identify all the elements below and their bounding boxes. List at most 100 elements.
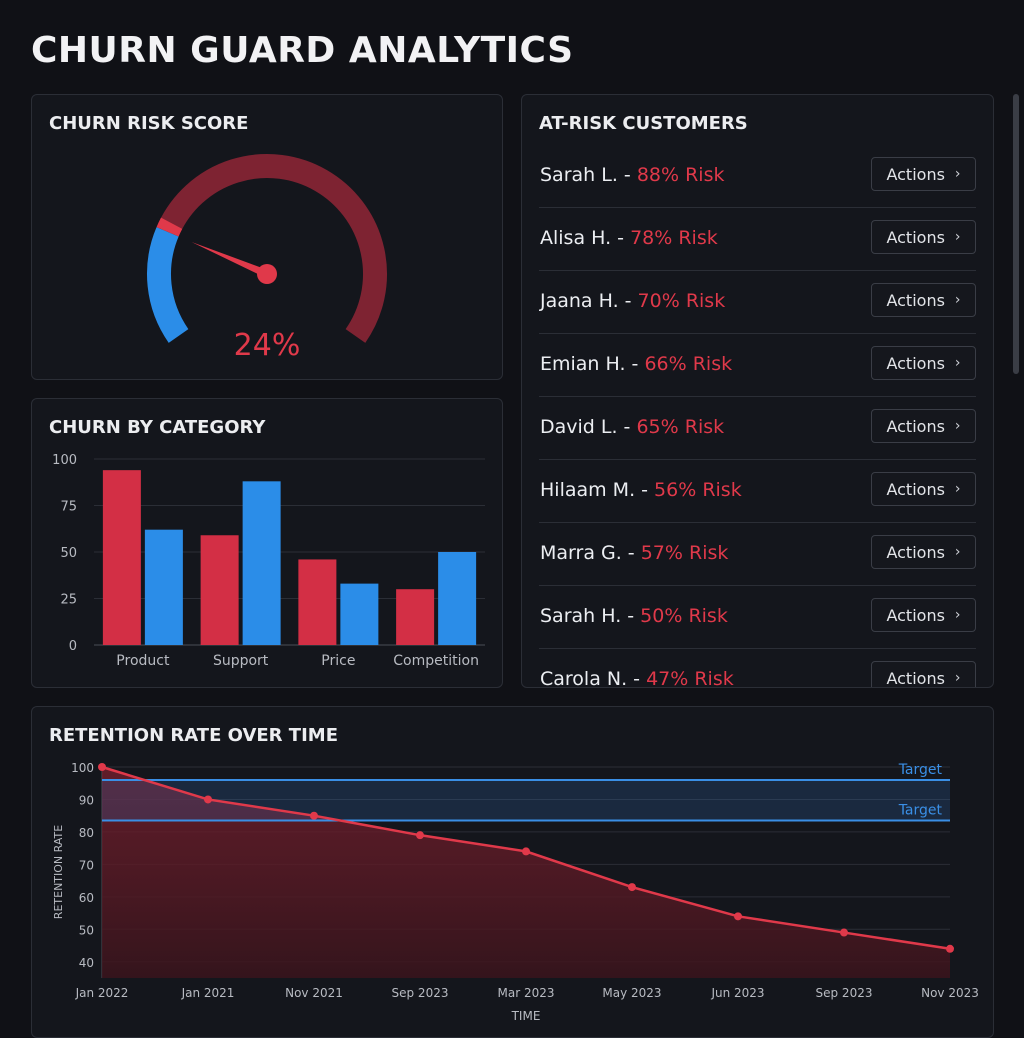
bar <box>438 552 477 645</box>
retention-title: RETENTION RATE OVER TIME <box>49 725 338 746</box>
target-band <box>102 779 950 821</box>
actions-button[interactable]: Actions › <box>871 283 976 317</box>
at-risk-customers-title: AT-RISK CUSTOMERS <box>539 113 748 134</box>
actions-button-label: Actions <box>886 227 945 247</box>
customer-label: David L. - 65% Risk <box>540 416 724 438</box>
customer-name: Hilaam M. - <box>540 479 655 501</box>
actions-button-label: Actions <box>886 164 945 184</box>
customer-risk: 50% Risk <box>640 605 728 627</box>
chevron-right-icon: › <box>954 670 961 686</box>
chevron-right-icon: › <box>954 607 961 623</box>
customer-row: Hilaam M. - 56% Risk Actions › <box>539 460 976 523</box>
gauge-value-arc <box>147 227 189 343</box>
customer-row: Sarah H. - 50% Risk Actions › <box>539 586 976 649</box>
bar <box>200 535 239 645</box>
x-tick-label: Jan 2022 <box>75 986 129 1000</box>
customer-row: Carola N. - 47% Risk Actions › <box>539 649 976 688</box>
x-axis-label: TIME <box>511 1009 541 1023</box>
y-tick-label: 0 <box>69 639 77 654</box>
customer-label: Jaana H. - 70% Risk <box>540 290 725 312</box>
retention-point <box>628 883 636 892</box>
retention-point <box>98 763 106 771</box>
customer-row: Emian H. - 66% Risk Actions › <box>539 334 976 397</box>
gauge-needle <box>191 241 269 278</box>
customer-risk: 47% Risk <box>646 668 734 688</box>
category-bar-chart: 0 25 50 75 100 Product Support Price Competition <box>52 453 485 669</box>
x-tick-label: Nov 2021 <box>285 986 343 1000</box>
y-tick-label: 80 <box>79 826 94 840</box>
retention-point <box>946 944 954 953</box>
churn-risk-title: CHURN RISK SCORE <box>49 113 249 134</box>
retention-point <box>840 928 848 937</box>
actions-button[interactable]: Actions › <box>871 661 976 688</box>
x-tick-label: Competition <box>393 653 479 669</box>
target-label: Target <box>898 803 943 819</box>
x-tick-label: Jun 2023 <box>710 986 764 1000</box>
actions-button-label: Actions <box>886 668 945 688</box>
customer-name: Jaana H. - <box>540 290 638 312</box>
x-tick-label: May 2023 <box>602 986 661 1000</box>
retention-panel: RETENTION RATE OVER TIME 40 50 60 70 80 90 100… <box>31 706 994 1038</box>
x-tick-label: Product <box>116 653 170 669</box>
chevron-right-icon: › <box>954 292 961 308</box>
target-label: Target <box>898 762 943 778</box>
actions-button-label: Actions <box>886 353 945 373</box>
gauge-chart: 24% <box>147 154 387 363</box>
chevron-right-icon: › <box>954 481 961 497</box>
churn-risk-panel: CHURN RISK SCORE 24% <box>31 94 503 380</box>
retention-point <box>416 831 424 840</box>
actions-button[interactable]: Actions › <box>871 220 976 254</box>
y-tick-label: 100 <box>52 453 77 468</box>
at-risk-customers-panel: AT-RISK CUSTOMERS Sarah L. - 88% Risk Act… <box>521 94 994 688</box>
y-tick-label: 40 <box>79 956 94 970</box>
x-tick-label: Sep 2023 <box>392 986 449 1000</box>
y-axis-label: RETENTION RATE <box>52 825 65 919</box>
customer-name: Marra G. - <box>540 542 641 564</box>
bar <box>396 589 435 645</box>
customer-name: Carola N. - <box>540 668 647 688</box>
customer-risk: 56% Risk <box>654 479 742 501</box>
actions-button-label: Actions <box>886 416 945 436</box>
actions-button[interactable]: Actions › <box>871 346 976 380</box>
y-tick-label: 100 <box>71 761 94 775</box>
actions-button[interactable]: Actions › <box>871 409 976 443</box>
customer-label: Sarah H. - 50% Risk <box>540 605 728 627</box>
customer-list: Sarah L. - 88% Risk Actions › Alisa H. - 78… <box>539 145 976 688</box>
gauge-track-arc <box>158 154 387 343</box>
page-scrollbar[interactable] <box>1013 94 1019 374</box>
x-tick-label: Mar 2023 <box>498 986 555 1000</box>
x-tick-label: Sep 2023 <box>816 986 873 1000</box>
x-tick-label: Jan 2021 <box>181 986 235 1000</box>
bar <box>102 470 141 645</box>
y-tick-label: 70 <box>79 858 94 872</box>
chevron-right-icon: › <box>954 229 961 245</box>
retention-area-chart: 40 50 60 70 80 90 100 Target Target Jan 2022 Jan 2… <box>52 761 979 1023</box>
bar <box>144 529 183 645</box>
customer-name: Alisa H. - <box>540 227 631 249</box>
gauge-value-label: 24% <box>234 328 301 363</box>
y-tick-label: 90 <box>79 793 94 807</box>
gauge-marker <box>156 217 183 237</box>
actions-button-label: Actions <box>886 605 945 625</box>
actions-button[interactable]: Actions › <box>871 535 976 569</box>
retention-point <box>310 811 318 820</box>
y-tick-label: 50 <box>79 923 94 937</box>
chevron-right-icon: › <box>954 166 961 182</box>
customer-row: Alisa H. - 78% Risk Actions › <box>539 208 976 271</box>
customer-label: Carola N. - 47% Risk <box>540 668 734 688</box>
bar <box>340 583 379 645</box>
chevron-right-icon: › <box>954 418 961 434</box>
actions-button[interactable]: Actions › <box>871 472 976 506</box>
actions-button[interactable]: Actions › <box>871 157 976 191</box>
churn-category-panel: CHURN BY CATEGORY 0 25 50 75 100 Product Suppo… <box>31 398 503 688</box>
churn-category-title: CHURN BY CATEGORY <box>49 417 266 438</box>
x-tick-label: Price <box>321 653 355 669</box>
actions-button[interactable]: Actions › <box>871 598 976 632</box>
customer-label: Hilaam M. - 56% Risk <box>540 479 742 501</box>
x-tick-label: Nov 2023 <box>921 986 979 1000</box>
customer-name: David L. - <box>540 416 637 438</box>
y-tick-label: 50 <box>60 546 77 561</box>
customer-label: Marra G. - 57% Risk <box>540 542 728 564</box>
y-tick-label: 25 <box>60 593 77 608</box>
customer-risk: 66% Risk <box>644 353 733 375</box>
